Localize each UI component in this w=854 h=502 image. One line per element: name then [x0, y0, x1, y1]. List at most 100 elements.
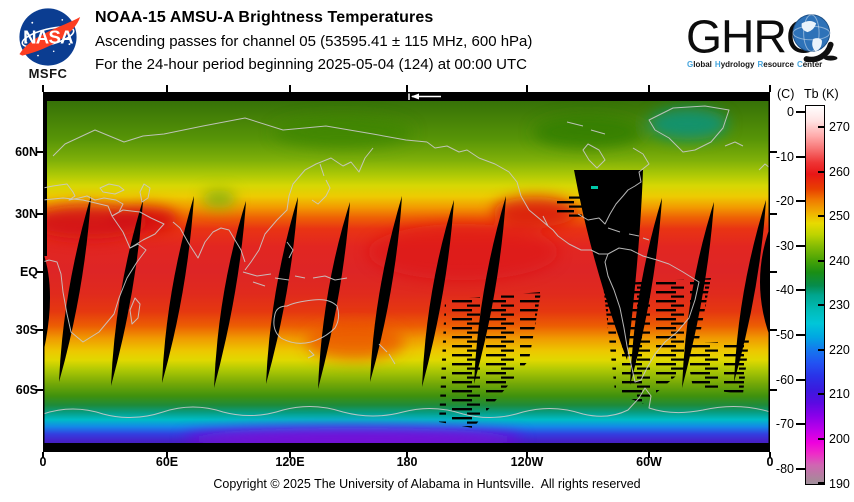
colorbar-unit-celsius: (C)	[777, 87, 795, 101]
tagline-word: Hydrology	[714, 60, 755, 69]
kelvin-label: 240	[829, 254, 850, 268]
tb-regional-anomalies	[43, 108, 728, 450]
map-frame	[43, 92, 770, 452]
lon-label-180: 180	[396, 455, 418, 469]
brightness-temperature-map	[43, 92, 770, 452]
lon-tick-mark	[42, 452, 44, 458]
lat-tick-mark	[770, 213, 777, 215]
lon-tick-mark	[769, 85, 771, 92]
lat-label-30s: 30S	[15, 323, 38, 337]
celsius-tick-mark	[796, 379, 805, 381]
lon-label-60w: 60W	[636, 455, 662, 469]
kelvin-tick-mark	[818, 260, 825, 262]
subtitle-channel: Ascending passes for channel 05 (53595.4…	[95, 33, 533, 50]
north-polar-nodata-strip	[43, 92, 770, 101]
kelvin-label: 210	[829, 387, 850, 401]
lon-tick-mark	[648, 85, 650, 92]
kelvin-label: 220	[829, 343, 850, 357]
celsius-label: -10	[775, 150, 794, 164]
lat-label-30n: 30N	[15, 207, 38, 221]
south-polar-nodata-strip	[43, 443, 770, 452]
kelvin-tick-mark	[818, 482, 825, 484]
kelvin-label: 200	[829, 432, 850, 446]
celsius-tick-mark	[796, 200, 805, 202]
nasa-stars	[25, 19, 71, 57]
lon-tick-mark	[166, 85, 168, 92]
start-longitude-marker-icon	[408, 93, 441, 100]
copyright-notice: Copyright © 2025 The University of Alaba…	[213, 477, 641, 491]
page-title: NOAA-15 AMSU-A Brightness Temperatures	[95, 9, 434, 26]
colorbar-unit-kelvin: (K)	[822, 87, 839, 101]
lon-tick-mark	[166, 452, 168, 458]
lon-tick-mark	[526, 452, 528, 458]
lat-tick-mark	[770, 329, 777, 331]
celsius-label: -50	[775, 328, 794, 342]
lon-tick-mark	[526, 85, 528, 92]
kelvin-tick-mark	[818, 171, 825, 173]
tagline-word: Global	[687, 60, 712, 69]
kelvin-label: 270	[829, 120, 850, 134]
lat-label-60s: 60S	[15, 383, 38, 397]
celsius-tick-mark	[796, 334, 805, 336]
kelvin-label: 260	[829, 165, 850, 179]
kelvin-tick-mark	[818, 215, 825, 217]
tagline-word: Resource	[757, 60, 794, 69]
celsius-tick-mark	[796, 289, 805, 291]
lat-label-60n: 60N	[15, 145, 38, 159]
nasa-wordmark: NASA	[23, 26, 73, 47]
ghrc-logo[interactable]: GHRC	[686, 6, 848, 62]
lon-label-0-right: 0	[766, 455, 774, 469]
celsius-tick-mark	[796, 245, 805, 247]
kelvin-tick-mark	[818, 304, 825, 306]
kelvin-tick-mark	[818, 126, 825, 128]
lon-tick-mark	[406, 452, 408, 458]
celsius-tick-mark	[796, 423, 805, 425]
lon-tick-mark	[648, 452, 650, 458]
nasa-red-vector	[19, 17, 81, 56]
lat-tick-mark	[36, 271, 43, 273]
lon-tick-mark	[289, 452, 291, 458]
subtitle-period: For the 24-hour period beginning 2025-05…	[95, 56, 527, 73]
kelvin-tick-mark	[818, 349, 825, 351]
kelvin-tick-mark	[818, 438, 825, 440]
kelvin-label: 250	[829, 209, 850, 223]
lat-tick-mark	[36, 329, 43, 331]
colorbar-gradient	[805, 105, 825, 485]
lat-label-eq: EQ	[19, 265, 38, 279]
lat-tick-mark	[36, 213, 43, 215]
coastlines	[43, 105, 770, 418]
celsius-label: -60	[775, 373, 794, 387]
lon-label-120w: 120W	[510, 455, 544, 469]
lon-label-60e: 60E	[155, 455, 179, 469]
lon-label-0: 0	[39, 455, 47, 469]
lon-tick-mark	[406, 85, 408, 92]
tagline-word: Center	[796, 60, 823, 69]
celsius-tick-mark	[796, 111, 805, 113]
celsius-label: -20	[775, 194, 794, 208]
celsius-tick-mark	[796, 156, 805, 158]
celsius-tick-mark	[796, 468, 805, 470]
lat-tick-mark	[770, 389, 777, 391]
colorbar-quantity-label: Tb	[804, 87, 819, 101]
nasa-msfc-caption: MSFC	[28, 66, 68, 81]
lat-tick-mark	[770, 271, 777, 273]
lon-tick-mark	[42, 85, 44, 92]
celsius-label: -40	[775, 283, 794, 297]
nasa-logo[interactable]: NASA	[12, 7, 84, 67]
lon-tick-mark	[769, 452, 771, 458]
ghrc-globe-icon	[792, 14, 838, 62]
lat-tick-mark	[36, 389, 43, 391]
lat-tick-mark	[770, 151, 777, 153]
celsius-label: -70	[775, 417, 794, 431]
celsius-label: -30	[775, 239, 794, 253]
lat-tick-mark	[36, 151, 43, 153]
kelvin-label: 230	[829, 298, 850, 312]
celsius-label: 0	[787, 105, 794, 119]
celsius-label: -80	[775, 462, 794, 476]
ghrc-tagline: Global Hydrology Resource Center	[687, 60, 837, 69]
kelvin-label: 190	[829, 477, 850, 491]
dropout-dash-clusters	[439, 186, 749, 428]
lon-tick-mark	[289, 85, 291, 92]
kelvin-tick-mark	[818, 393, 825, 395]
